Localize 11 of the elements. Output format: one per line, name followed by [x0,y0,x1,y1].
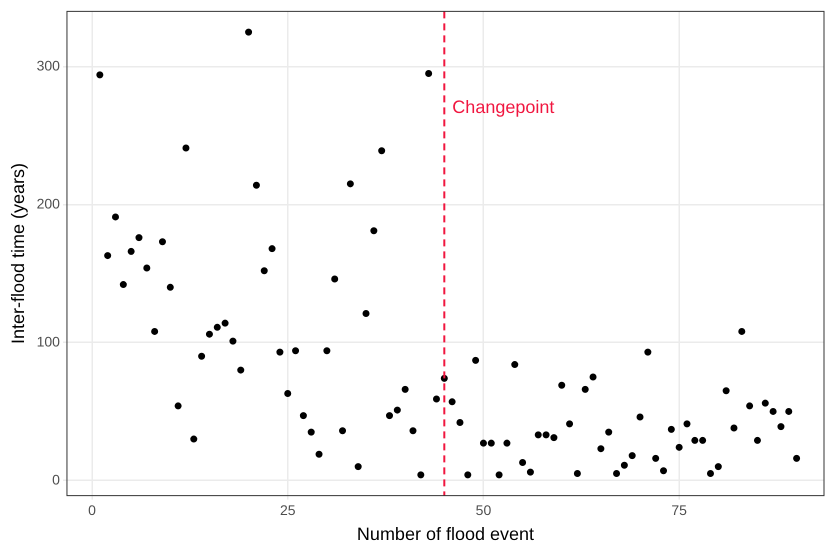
x-tick-label: 25 [280,502,296,518]
x-tick-label: 50 [476,502,492,518]
x-tick-label: 75 [671,502,688,518]
y-tick-label: 200 [36,195,60,212]
y-axis-title: Inter-flood time (years) [8,162,28,344]
x-axis-title: Number of flood event [356,524,534,544]
y-tick-label: 100 [36,333,60,350]
ref-line-label: Changepoint [452,96,554,117]
y-tick-label: 0 [52,471,60,488]
y-tick-label: 300 [36,57,60,74]
x-tick-label: 0 [88,502,96,518]
